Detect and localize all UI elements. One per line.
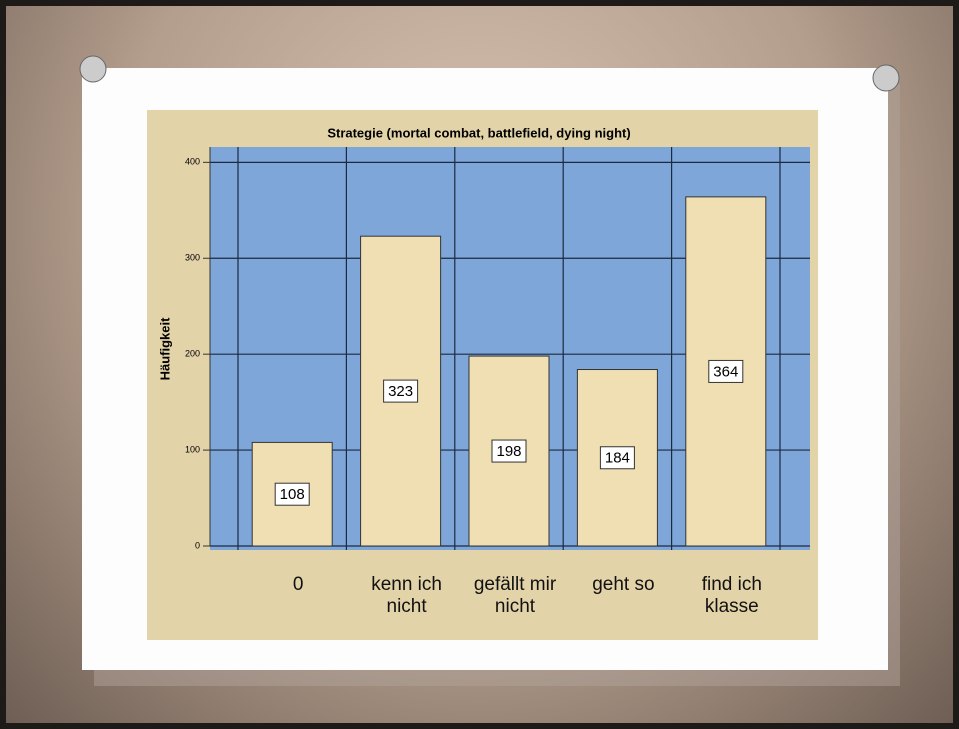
pin [79,55,107,83]
x-tick-label: gefällt mir nicht [473,574,557,617]
chart: Strategie (mortal combat, battlefield, d… [79,55,900,686]
value-label-box [708,359,744,383]
value-label-box [491,439,527,463]
y-tick-label: 100 [185,444,200,454]
value-label: 184 [605,450,630,467]
chart-title: Strategie (mortal combat, battlefield, d… [327,125,630,140]
pin [872,64,900,92]
value-label: 364 [713,363,738,380]
x-tick-label: 0 [292,574,304,595]
value-label: 198 [496,443,521,460]
x-tick-label: geht so [592,574,655,595]
value-label: 323 [388,383,413,400]
value-label: 108 [280,486,305,503]
value-label-box [383,379,419,403]
y-tick-label: 400 [185,157,200,167]
x-tick-label: find ich klasse [701,574,762,617]
value-label-box [274,482,310,506]
value-label-box [599,446,635,470]
y-tick-label: 300 [185,253,200,263]
y-tick-label: 200 [185,349,200,359]
y-axis-label: Häufigkeit [157,317,172,381]
y-tick-label: 0 [195,540,200,550]
x-tick-label: kenn ich nicht [371,574,442,617]
